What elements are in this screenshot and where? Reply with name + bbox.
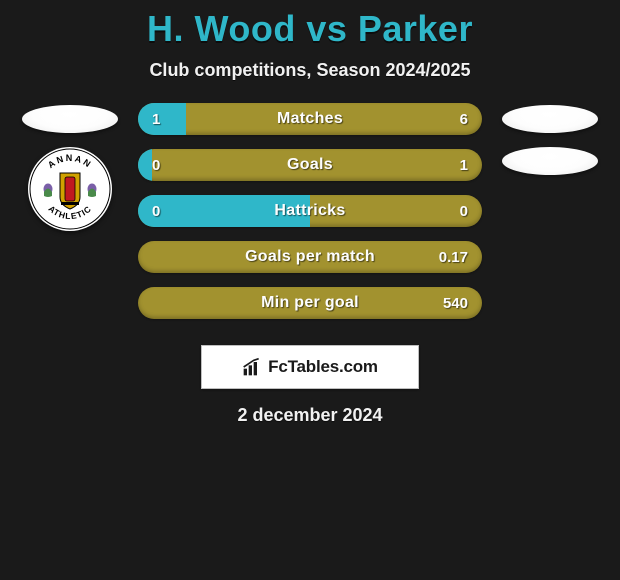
subtitle: Club competitions, Season 2024/2025 bbox=[0, 60, 620, 81]
stat-bar-matches: 1 Matches 6 bbox=[138, 103, 482, 135]
brand-name: FcTables.com bbox=[268, 357, 378, 377]
stat-bar-goals-per-match: Goals per match 0.17 bbox=[138, 241, 482, 273]
stat-val-right: 540 bbox=[443, 287, 468, 319]
stat-label: Hattricks bbox=[138, 195, 482, 227]
stat-val-right: 1 bbox=[460, 149, 468, 181]
stat-val-right: 0 bbox=[460, 195, 468, 227]
stat-label: Goals bbox=[138, 149, 482, 181]
stat-bar-goals: 0 Goals 1 bbox=[138, 149, 482, 181]
thistle-right-icon bbox=[88, 184, 97, 198]
page-title: H. Wood vs Parker bbox=[0, 8, 620, 50]
content-row: ANNAN ATHLETIC bbox=[0, 103, 620, 333]
stat-val-right: 0.17 bbox=[439, 241, 468, 273]
brand-logo[interactable]: FcTables.com bbox=[201, 345, 419, 389]
stat-bar-min-per-goal: Min per goal 540 bbox=[138, 287, 482, 319]
stat-val-right: 6 bbox=[460, 103, 468, 135]
stat-bars: 1 Matches 6 0 Goals 1 0 Hattricks 0 Goal… bbox=[128, 103, 492, 333]
stat-bar-hattricks: 0 Hattricks 0 bbox=[138, 195, 482, 227]
stat-label: Matches bbox=[138, 103, 482, 135]
stat-label: Goals per match bbox=[138, 241, 482, 273]
date-label: 2 december 2024 bbox=[0, 405, 620, 426]
left-side: ANNAN ATHLETIC bbox=[12, 103, 128, 231]
annan-athletic-crest: ANNAN ATHLETIC bbox=[28, 147, 112, 231]
crest-svg: ANNAN ATHLETIC bbox=[28, 147, 112, 231]
thistle-left-icon bbox=[44, 184, 53, 198]
stat-label: Min per goal bbox=[138, 287, 482, 319]
player-photo-placeholder-left bbox=[22, 105, 118, 133]
right-side bbox=[492, 103, 608, 175]
bar-chart-icon bbox=[242, 357, 262, 377]
comparison-card: H. Wood vs Parker Club competitions, Sea… bbox=[0, 0, 620, 580]
club-crest-placeholder-right bbox=[502, 147, 598, 175]
player-photo-placeholder-right bbox=[502, 105, 598, 133]
